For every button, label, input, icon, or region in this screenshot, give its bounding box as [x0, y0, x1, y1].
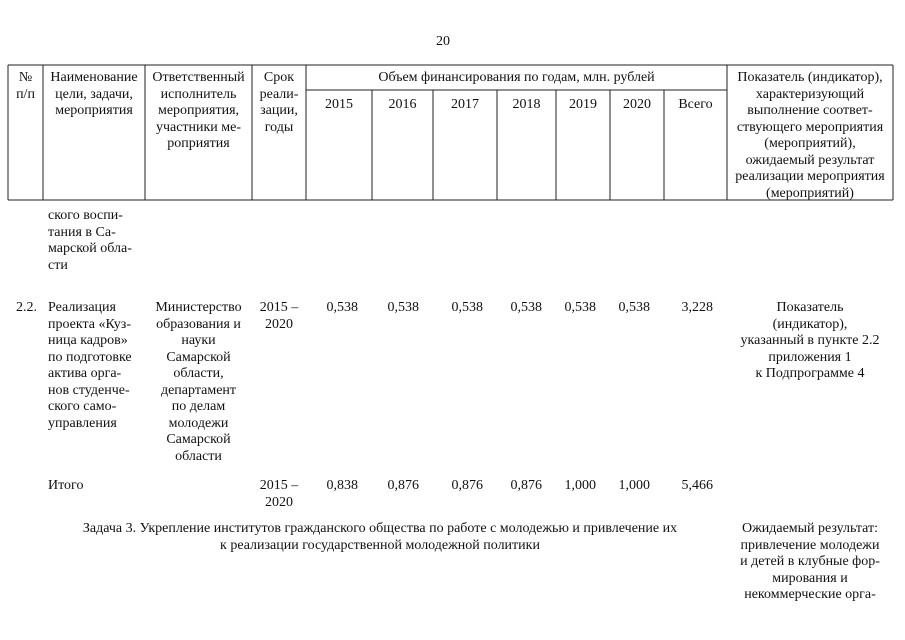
- header-year: 2015: [325, 97, 353, 112]
- row-value: 5,466: [681, 478, 714, 493]
- row-name: Реализация проекта «Куз- ница кадров» по…: [48, 300, 132, 431]
- row-value: 0,838: [326, 478, 359, 493]
- task-title: Задача 3. Укрепление институтов гражданс…: [82, 521, 678, 553]
- row-name: ского воспи- тания в Са- марской обла- с…: [48, 208, 132, 273]
- row-indicator: Показатель (индикатор), указанный в пунк…: [740, 300, 880, 381]
- row-value: 0,876: [451, 478, 484, 493]
- header-year: 2017: [451, 97, 479, 112]
- row-value: 0,538: [326, 300, 359, 315]
- row-value: 0,538: [387, 300, 420, 315]
- row-term: 2015 – 2020: [259, 300, 299, 332]
- row-name: Итого: [48, 478, 84, 493]
- row-executor: Министерство образования и науки Самарск…: [155, 300, 242, 464]
- row-value: 3,228: [681, 300, 714, 315]
- header-cell: Ответственный исполнитель мероприятия, у…: [152, 70, 245, 151]
- header-cell: Объем финансирования по годам, млн. рубл…: [378, 70, 655, 85]
- header-cell: Срок реали- зации, годы: [259, 70, 299, 135]
- row-value: 1,000: [618, 478, 651, 493]
- row-value: 0,876: [387, 478, 420, 493]
- row-value: 0,538: [451, 300, 484, 315]
- row-value: 0,538: [618, 300, 651, 315]
- row-indicator: Ожидаемый результат: привлечение молодеж…: [740, 521, 880, 602]
- header-year: Всего: [678, 97, 713, 112]
- header-year: 2019: [569, 97, 597, 112]
- header-year: 2016: [388, 97, 417, 112]
- page-number: 20: [436, 34, 450, 49]
- header-year: 2020: [623, 97, 651, 112]
- row-value: 1,000: [564, 478, 597, 493]
- row-value: 0,876: [510, 478, 543, 493]
- row-term: 2015 – 2020: [259, 478, 299, 510]
- row-number: 2.2.: [16, 300, 37, 315]
- header-cell: № п/п: [16, 70, 35, 102]
- header-cell: Наименование цели, задачи, мероприятия: [50, 70, 138, 118]
- header-year: 2018: [512, 97, 541, 112]
- header-cell: Показатель (индикатор), характеризующий …: [735, 70, 885, 201]
- row-value: 0,538: [564, 300, 597, 315]
- row-value: 0,538: [510, 300, 543, 315]
